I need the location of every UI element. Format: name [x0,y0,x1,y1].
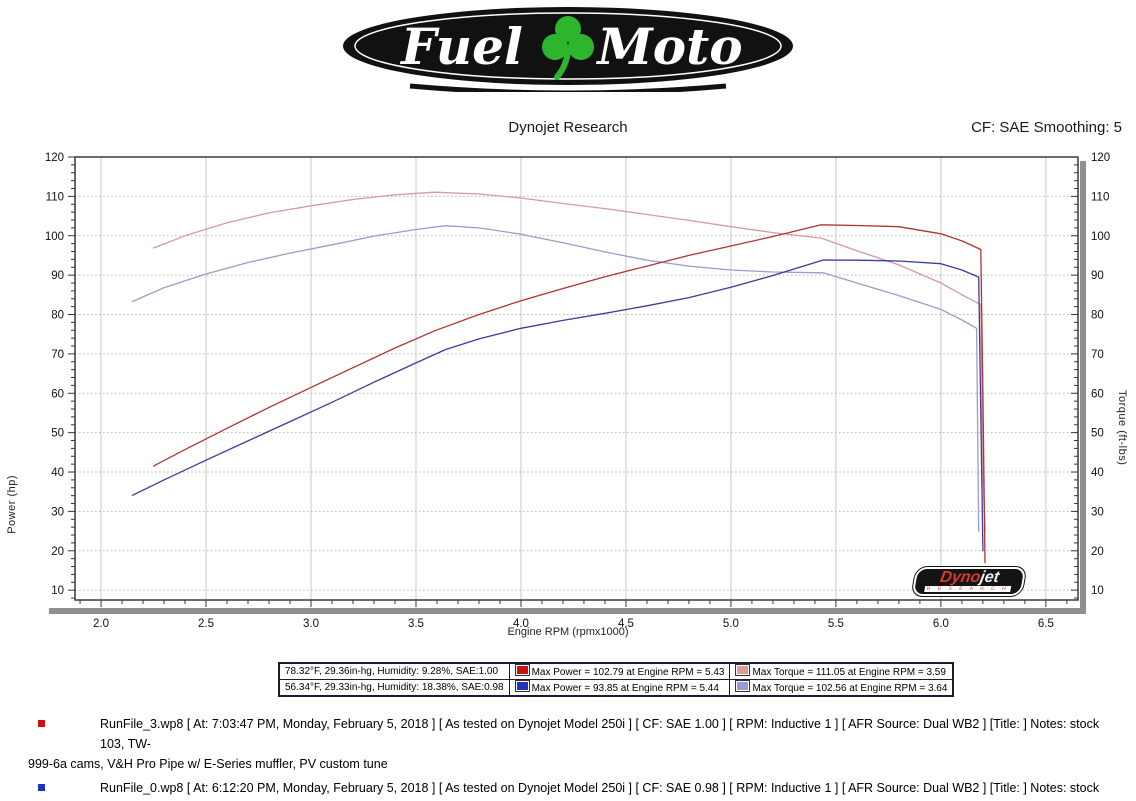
y-left-tick-label: 120 [45,152,64,164]
y-left-tick-label: 50 [51,428,64,440]
max-torque-red-text: Max Torque = 111.05 at Engine RPM = 3.59 [752,667,946,678]
curve-blue-power [131,259,984,552]
run-entry-red: RunFile_3.wp8 [ At: 7:03:47 PM, Monday, … [0,714,1122,774]
y-left-tick-label: 100 [45,231,64,243]
stats-row-blue: 56.34°F, 29.33in-hg, Humidity: 18.38%, S… [278,679,954,697]
x-tick-label: 4.0 [513,618,529,630]
torque-key-blue-icon [735,680,751,692]
max-power-red-text: Max Power = 102.79 at Engine RPM = 5.43 [531,667,725,678]
y-left-tick-label: 40 [51,467,64,479]
x-tick-label: 3.5 [408,618,424,630]
y-left-tick-label: 30 [51,506,64,518]
stats-row-red: 78.32°F, 29.36in-hg, Humidity: 9.28%, SA… [278,662,954,680]
axis-shadow-bottom [49,608,1086,614]
run-marker-red-icon [38,720,45,727]
y-right-tick-label: 10 [1091,585,1104,597]
run-red-line1: RunFile_3.wp8 [ At: 7:03:47 PM, Monday, … [100,717,1100,751]
y-right-tick-label: 70 [1091,349,1104,361]
clover-icon [542,16,594,80]
weather-info-red: 78.32°F, 29.36in-hg, Humidity: 9.28%, SA… [278,662,510,680]
x-tick-label: 2.5 [198,618,214,630]
max-torque-blue: Max Torque = 102.56 at Engine RPM = 3.64 [729,679,954,697]
x-tick-label: 6.0 [933,618,949,630]
power-key-blue-icon [514,680,530,692]
chart-plot-svg: 2.0 2.5 3.0 3.5 4.0 4.5 5.0 5.5 6.0 6.5 10 10 20 20 30… [45,152,1110,630]
dyno-chart: 2.0 2.5 3.0 3.5 4.0 4.5 5.0 5.5 6.0 6.5 10 10 20 20 30… [0,145,1136,650]
run-marker-blue-icon [38,784,45,791]
weather-info-blue: 56.34°F, 29.33in-hg, Humidity: 18.38%, S… [278,679,510,697]
x-tick-label: 4.5 [618,618,634,630]
y-right-tick-label: 110 [1091,191,1109,203]
y-right-tick-label: 20 [1091,546,1104,558]
y-right-tick-label: 40 [1091,467,1104,479]
dynojet-watermark: Dynojet R E S E A R C H [913,569,1025,594]
run-entry-blue: RunFile_0.wp8 [ At: 6:12:20 PM, Monday, … [0,778,1122,801]
logo-swoosh [409,83,727,96]
fuel-moto-logo-graphic: Fuel Moto [343,7,793,96]
y-left-tick-label: 20 [51,546,64,558]
fuel-moto-logo: Fuel Moto [340,4,796,96]
x-tick-label: 2.0 [93,618,109,630]
y-right-tick-label: 100 [1091,231,1110,243]
x-tick-label: 5.0 [723,618,739,630]
y-right-tick-label: 50 [1091,428,1104,440]
chart-title: Dynojet Research [508,119,628,136]
y-right-tick-label: 90 [1091,270,1104,282]
x-tick-label: 3.0 [303,618,319,630]
power-key-red-icon [514,664,530,676]
max-power-red: Max Power = 102.79 at Engine RPM = 5.43 [508,662,731,680]
logo-ellipse [343,7,793,85]
curve-red-torque [152,191,986,532]
plot-frame [74,156,1079,601]
max-power-blue-text: Max Power = 93.85 at Engine RPM = 5.44 [531,683,719,694]
y-right-tick-label: 120 [1091,152,1110,164]
run-blue-line1: RunFile_0.wp8 [ At: 6:12:20 PM, Monday, … [100,781,1100,795]
logo-word-moto: Moto [595,17,742,76]
run-stats-table: 78.32°F, 29.36in-hg, Humidity: 9.28%, SA… [278,662,955,697]
y-left-tick-label: 60 [51,388,64,400]
y-right-axis-title: Torque (ft-lbs) [1116,390,1128,466]
cf-smoothing-label: CF: SAE Smoothing: 5 [971,119,1122,136]
run-red-line2: 999-6a cams, V&H Pro Pipe w/ E-Series mu… [28,757,388,771]
y-right-tick-label: 60 [1091,388,1104,400]
y-left-tick-label: 90 [51,270,64,282]
axis-shadow-right [1080,161,1086,614]
logo-inner-ring [354,12,782,80]
y-right-tick-label: 30 [1091,506,1104,518]
y-left-tick-label: 10 [51,585,64,597]
curve-blue-torque [131,225,980,532]
run-descriptions: RunFile_3.wp8 [ At: 7:03:47 PM, Monday, … [0,714,1122,801]
max-torque-blue-text: Max Torque = 102.56 at Engine RPM = 3.64 [752,683,948,694]
curve-red-power [152,224,986,564]
y-left-tick-label: 80 [51,310,64,322]
x-axis-title: Engine RPM (rpmx1000) [507,626,629,638]
max-torque-red: Max Torque = 111.05 at Engine RPM = 3.59 [729,662,954,680]
dynojet-watermark-jet: jet [978,569,1001,586]
x-tick-label: 6.5 [1038,618,1054,630]
y-left-tick-label: 110 [46,191,64,203]
x-tick-label: 5.5 [828,618,844,630]
torque-key-red-icon [735,664,751,676]
y-left-tick-label: 70 [51,349,64,361]
max-power-blue: Max Power = 93.85 at Engine RPM = 5.44 [508,679,731,697]
y-right-tick-label: 80 [1091,310,1104,322]
dynojet-watermark-dyno: Dyno [938,569,982,586]
logo-word-fuel: Fuel [399,17,523,76]
dynojet-watermark-research: R E S E A R C H [924,586,1012,592]
